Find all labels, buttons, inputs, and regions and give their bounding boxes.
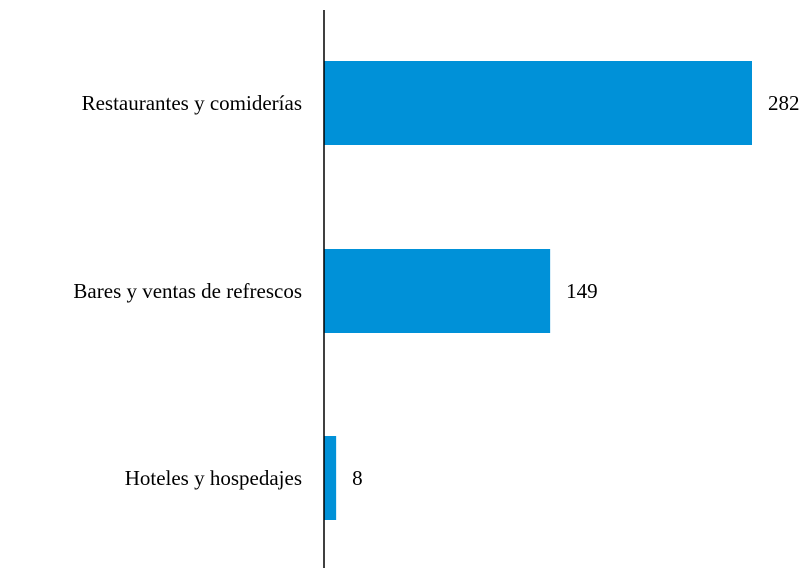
value-label: 282	[768, 91, 800, 115]
bar-0	[324, 61, 752, 145]
category-label: Hoteles y hospedajes	[125, 466, 302, 490]
bar-2	[324, 436, 337, 520]
value-label: 8	[352, 466, 363, 490]
category-label: Restaurantes y comiderías	[82, 91, 302, 115]
bars-group	[324, 61, 752, 520]
value-label: 149	[566, 279, 598, 303]
category-label: Bares y ventas de refrescos	[73, 279, 302, 303]
bar-1	[324, 249, 551, 333]
value-labels-group: 282 149 8	[352, 91, 799, 490]
category-labels-group: Restaurantes y comiderías Bares y ventas …	[73, 91, 302, 490]
